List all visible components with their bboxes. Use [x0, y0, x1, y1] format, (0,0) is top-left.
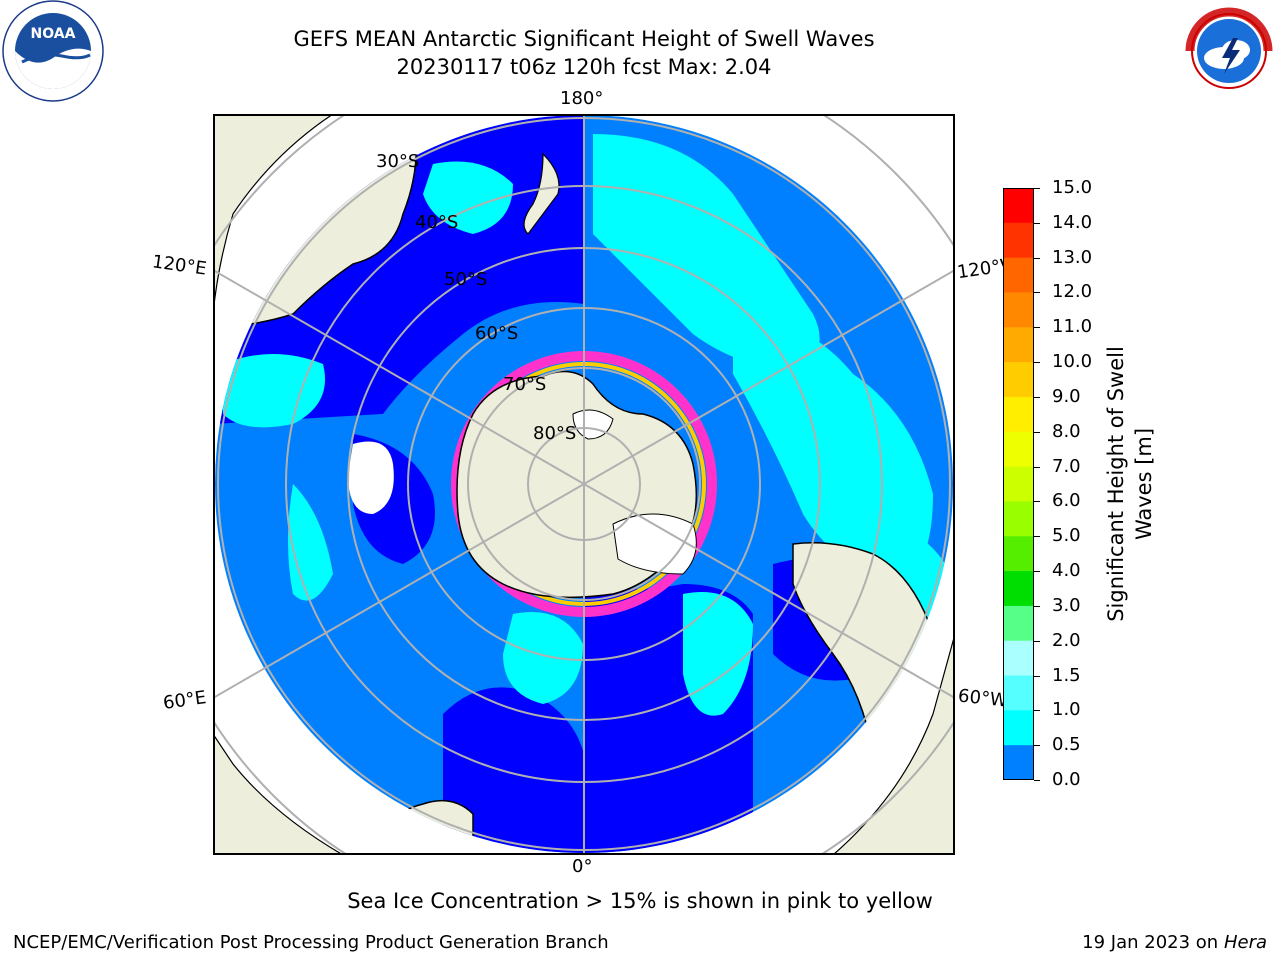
colorbar-tick-mark — [1034, 188, 1040, 189]
colorbar-tick-label: 6.0 — [1052, 490, 1081, 512]
colorbar-tick-mark — [1034, 745, 1040, 747]
lat-label-50s: 50°S — [444, 269, 488, 290]
low-swell-region — [443, 687, 584, 853]
colorbar-tick-mark — [1034, 292, 1040, 294]
colorbar — [1003, 188, 1034, 780]
footer-credit: NCEP/EMC/Verification Post Processing Pr… — [13, 932, 609, 953]
colorbar-tick-mark — [1034, 640, 1040, 642]
colorbar-segment — [1003, 362, 1034, 398]
colorbar-tick-label: 4.0 — [1052, 560, 1081, 582]
colorbar-segment — [1003, 327, 1034, 363]
colorbar-tick-label: 13.0 — [1052, 246, 1093, 268]
lon-label-0: 0° — [572, 856, 593, 877]
footer-machine: Hera — [1223, 932, 1267, 953]
lat-label-60s: 60°S — [475, 323, 519, 344]
colorbar-tick-mark — [1034, 675, 1040, 677]
colorbar-tick-label: 7.0 — [1052, 455, 1081, 477]
high-swell-region — [223, 354, 325, 428]
corner-land — [213, 114, 335, 315]
colorbar-tick-label: 9.0 — [1052, 385, 1081, 407]
colorbar-segment — [1003, 571, 1034, 607]
ice-shelf — [612, 513, 697, 575]
lat-label-80s: 80°S — [533, 423, 577, 444]
colorbar-label: Significant Height of Swell Waves [m] — [1102, 346, 1158, 622]
polar-map — [213, 114, 955, 855]
meridian-line — [213, 269, 955, 699]
colorbar-tick-mark — [1034, 327, 1040, 329]
sea-ice-note: Sea Ice Concentration > 15% is shown in … — [347, 889, 933, 913]
colorbar-segment — [1003, 675, 1034, 711]
colorbar-segment — [1003, 431, 1034, 468]
colorbar-tick-label: 3.0 — [1052, 594, 1081, 616]
noaa-logo-icon: NOAA — [2, 0, 104, 102]
svg-text:NOAA: NOAA — [31, 26, 76, 42]
colorbar-tick-label: 5.0 — [1052, 525, 1081, 547]
colorbar-tick-label: 1.0 — [1052, 699, 1081, 721]
colorbar-label-line1: Significant Height of Swell — [1104, 346, 1128, 622]
colorbar-segment — [1003, 292, 1034, 328]
colorbar-segment — [1003, 640, 1034, 677]
colorbar-tick-mark — [1034, 710, 1040, 712]
colorbar-tick-mark — [1034, 222, 1040, 224]
colorbar-tick-mark — [1034, 571, 1040, 573]
footer-date: 19 Jan 2023 on Hera — [1082, 932, 1267, 953]
colorbar-tick-label: 10.0 — [1052, 351, 1093, 373]
colorbar-tick-mark — [1034, 396, 1040, 398]
colorbar-tick-mark — [1034, 257, 1040, 259]
lon-label-180: 180° — [560, 88, 604, 109]
colorbar-segment — [1003, 605, 1034, 642]
colorbar-tick-mark — [1034, 466, 1040, 468]
colorbar-tick-label: 0.5 — [1052, 734, 1081, 756]
lon-label-60e: 60°E — [161, 687, 208, 714]
lat-label-30s: 30°S — [376, 151, 420, 172]
lon-label-60w: 60°W — [957, 685, 1009, 712]
colorbar-label-line2: Waves [m] — [1132, 427, 1156, 541]
colorbar-tick-mark — [1034, 605, 1040, 607]
colorbar-segment — [1003, 536, 1034, 572]
high-swell-region — [503, 612, 583, 704]
chart-title-line1: GEFS MEAN Antarctic Significant Height o… — [293, 27, 875, 51]
colorbar-segment — [1003, 257, 1034, 293]
colorbar-segment — [1003, 745, 1034, 780]
colorbar-segment — [1003, 501, 1034, 537]
high-swell-region — [683, 592, 753, 716]
colorbar-tick-mark — [1034, 362, 1040, 364]
colorbar-tick-mark — [1034, 780, 1040, 781]
colorbar-tick-label: 14.0 — [1052, 211, 1093, 233]
colorbar-tick-label: 0.0 — [1052, 769, 1081, 790]
high-swell-region — [423, 161, 513, 234]
colorbar-tick-label: 15.0 — [1052, 177, 1093, 198]
colorbar-tick-label: 11.0 — [1052, 316, 1093, 338]
colorbar-border — [1003, 188, 1034, 780]
colorbar-tick-mark — [1034, 431, 1040, 433]
colorbar-tick-label: 2.0 — [1052, 629, 1081, 651]
colorbar-segment — [1003, 396, 1034, 433]
lat-label-70s: 70°S — [503, 374, 547, 395]
colorbar-segment — [1003, 188, 1034, 224]
footer-date-text: 19 Jan 2023 on — [1082, 932, 1224, 953]
colorbar-segment — [1003, 222, 1034, 259]
colorbar-tick-mark — [1034, 501, 1040, 503]
chart-title-line2: 20230117 t06z 120h fcst Max: 2.04 — [396, 55, 772, 79]
colorbar-tick-label: 1.5 — [1052, 664, 1081, 686]
lat-label-40s: 40°S — [415, 212, 459, 233]
colorbar-segment — [1003, 710, 1034, 746]
missing-data-region — [348, 441, 394, 514]
colorbar-tick-label: 12.0 — [1052, 281, 1093, 303]
nws-logo-icon — [1179, 1, 1279, 101]
colorbar-segment — [1003, 466, 1034, 502]
lon-label-120e: 120°E — [150, 251, 208, 280]
high-swell-region — [733, 304, 933, 584]
new-zealand-land — [523, 152, 560, 235]
colorbar-tick-mark — [1034, 536, 1040, 538]
colorbar-tick-label: 8.0 — [1052, 420, 1081, 442]
